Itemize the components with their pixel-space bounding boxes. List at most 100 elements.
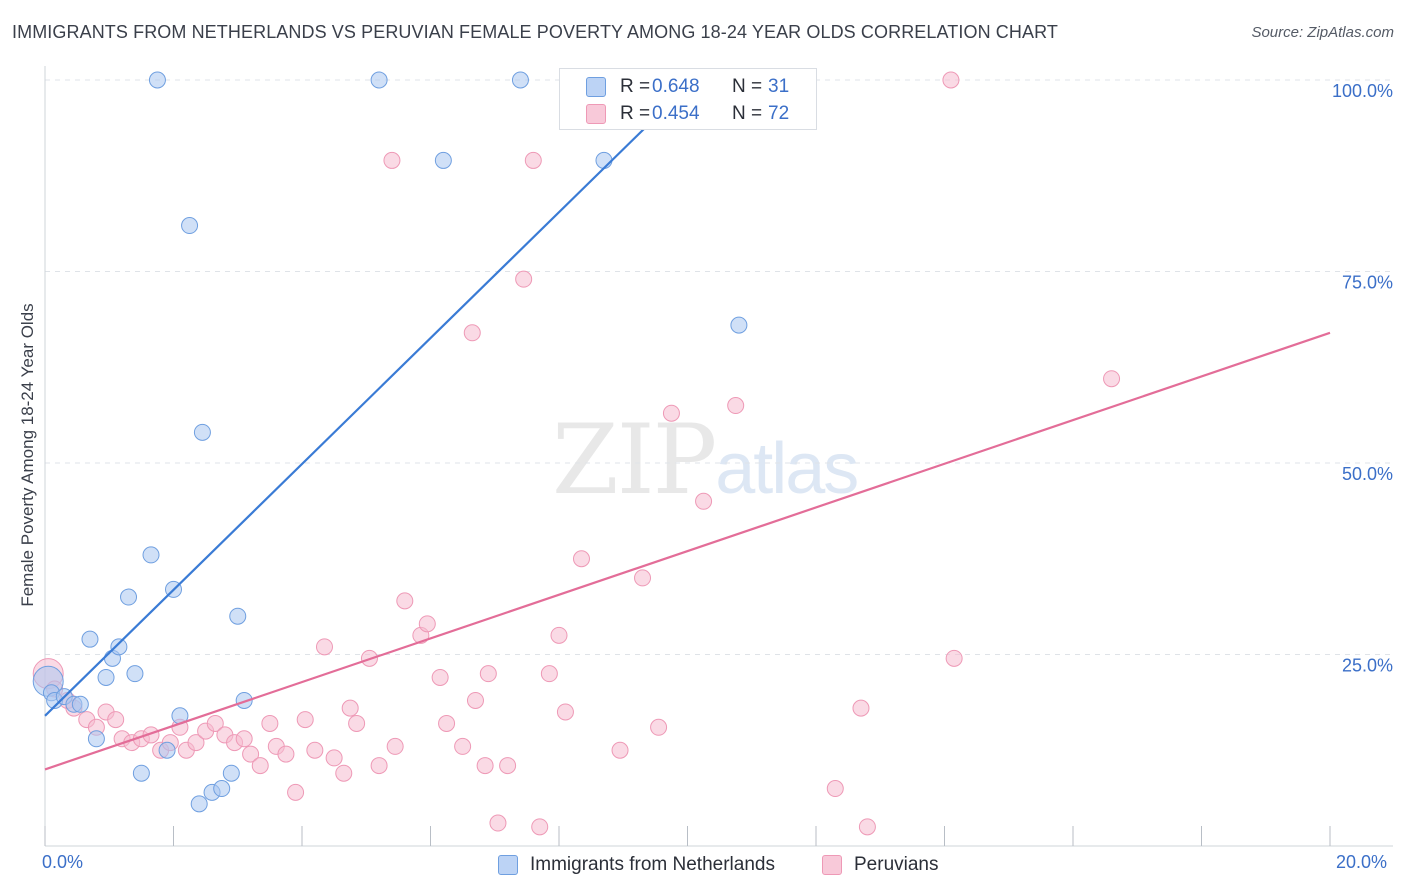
peruvians-point: [524, 151, 542, 169]
bottom-legend-peruvians: Peruvians: [822, 852, 939, 878]
netherlands-point: [222, 764, 240, 782]
netherlands-point: [181, 217, 199, 235]
peruvians-point: [826, 780, 844, 798]
peruvians-point: [479, 665, 497, 683]
peruvians-point: [556, 703, 574, 721]
netherlands-point: [190, 795, 208, 813]
netherlands-point: [229, 607, 247, 625]
peruvians-point: [489, 814, 507, 832]
netherlands-point: [158, 741, 176, 759]
legend-n-value: 72: [768, 103, 790, 124]
bottom-legend-label: Immigrants from Netherlands: [530, 854, 775, 875]
peruvians-point: [287, 783, 305, 801]
peruvians-point: [942, 71, 960, 89]
peruvians-point: [107, 711, 125, 729]
peruvians-trend-line: [44, 331, 1331, 771]
peruvians-point: [463, 324, 481, 342]
correlation-legend: R = 0.648 N = 31 R = 0.454 N = 72: [559, 68, 817, 130]
peruvians-point: [325, 749, 343, 767]
netherlands-point: [213, 780, 231, 798]
peruvians-point: [466, 691, 484, 709]
peruvians-point: [277, 745, 295, 763]
peruvians-point: [396, 592, 414, 610]
peruvians-point: [370, 757, 388, 775]
peruvians-point: [572, 550, 590, 568]
peruvians-point: [306, 741, 324, 759]
y-tick-label: 25.0%: [1342, 656, 1393, 676]
netherlands-point: [110, 638, 128, 656]
peruvians-point: [531, 818, 549, 836]
legend-r-label: R =: [620, 76, 651, 97]
netherlands-point: [434, 151, 452, 169]
netherlands-point: [81, 630, 99, 648]
y-tick-label: 75.0%: [1342, 273, 1393, 293]
netherlands-point: [132, 764, 150, 782]
peruvians-point: [858, 818, 876, 836]
peruvians-point: [341, 699, 359, 717]
peruvians-point: [499, 757, 517, 775]
watermark-atlas: atlas: [715, 429, 859, 509]
peruvians-point: [296, 711, 314, 729]
peruvians-point: [235, 730, 253, 748]
peruvians-point: [418, 615, 436, 633]
bottom-legend-label: Peruvians: [854, 854, 939, 875]
peruvians-point: [206, 714, 224, 732]
chart-title: IMMIGRANTS FROM NETHERLANDS VS PERUVIAN …: [12, 22, 1058, 42]
peruvians-point: [242, 745, 260, 763]
netherlands-point: [595, 151, 613, 169]
netherlands-trend-line: [44, 79, 695, 717]
legend-r-label: R =: [620, 103, 651, 124]
bottom-legend-netherlands: Immigrants from Netherlands: [498, 852, 775, 878]
y-tick-label: 50.0%: [1342, 464, 1393, 484]
y-tick-label: 100.0%: [1332, 81, 1393, 101]
netherlands-point: [87, 730, 105, 748]
netherlands-point: [71, 695, 89, 713]
netherlands-point: [730, 316, 748, 334]
peruvians-point: [515, 270, 533, 288]
x-tick-label-max: 20.0%: [1336, 852, 1388, 872]
watermark: ZIPatlas: [552, 404, 859, 516]
watermark-zip: ZIP: [552, 404, 717, 516]
peruvians-point: [634, 569, 652, 587]
netherlands-point: [97, 668, 115, 686]
peruvians-point: [315, 638, 333, 656]
x-tick-label-min: 0.0%: [42, 852, 84, 872]
legend-swatch-pink: [586, 104, 606, 124]
netherlands-point: [126, 665, 144, 683]
bottom-legend-swatch-blue: [498, 855, 518, 875]
peruvians-point: [438, 714, 456, 732]
netherlands-point: [235, 691, 253, 709]
peruvians-point: [454, 737, 472, 755]
peruvians-point: [662, 404, 680, 422]
legend-n-value: 31: [768, 76, 790, 97]
netherlands-point: [193, 423, 211, 441]
peruvians-point: [727, 397, 745, 415]
peruvians-point: [945, 649, 963, 667]
peruvians-point: [540, 665, 558, 683]
peruvians-point: [695, 492, 713, 510]
peruvians-point: [348, 714, 366, 732]
legend-n-label: N =: [732, 76, 763, 97]
peruvians-point: [335, 764, 353, 782]
legend-r-value: 0.648: [652, 76, 700, 97]
peruvians-point: [386, 737, 404, 755]
peruvians-point: [852, 699, 870, 717]
peruvians-point: [261, 714, 279, 732]
peruvians-point: [1103, 370, 1121, 388]
peruvians-point: [383, 151, 401, 169]
netherlands-point: [142, 546, 160, 564]
peruvians-point: [251, 757, 269, 775]
peruvians-point: [611, 741, 629, 759]
netherlands-point: [370, 71, 388, 89]
legend-swatch-blue: [586, 77, 606, 97]
legend-r-value: 0.454: [652, 103, 700, 124]
netherlands-point: [120, 588, 138, 606]
legend-n-label: N =: [732, 103, 763, 124]
peruvians-point: [650, 718, 668, 736]
peruvians-point: [187, 734, 205, 752]
netherlands-point: [511, 71, 529, 89]
peruvians-point: [476, 757, 494, 775]
peruvians-point: [550, 626, 568, 644]
bottom-legend-swatch-pink: [822, 855, 842, 875]
